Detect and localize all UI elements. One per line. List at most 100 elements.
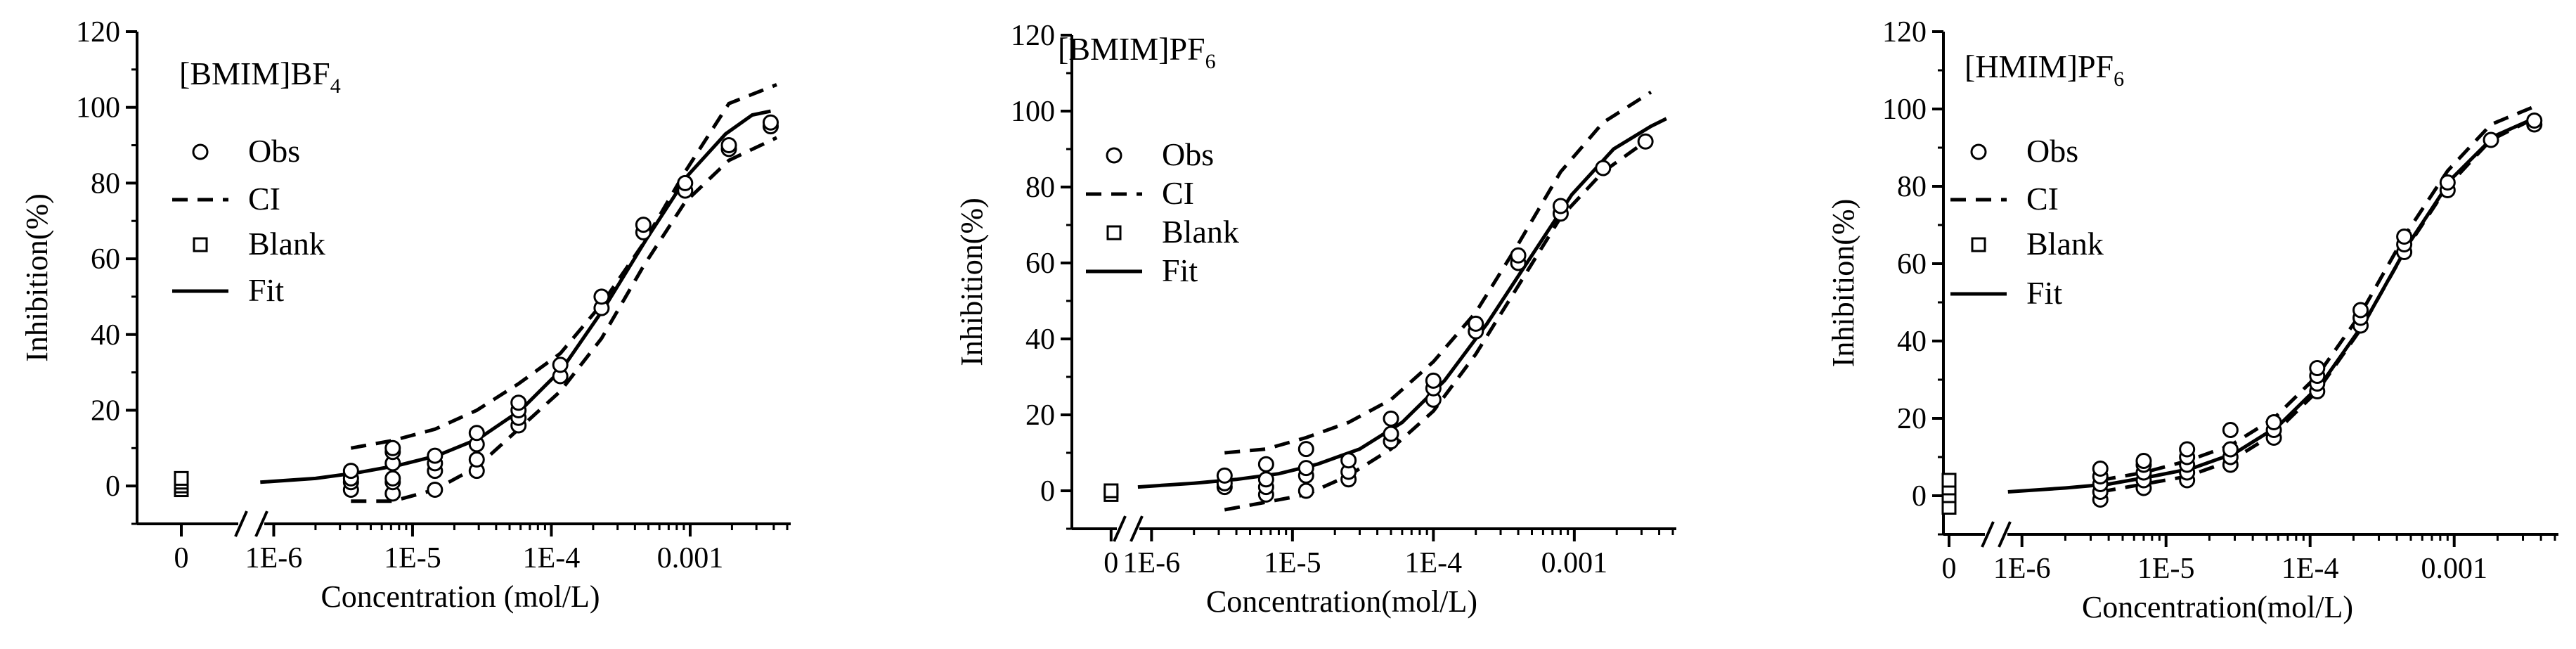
- obs-point: [1468, 315, 1484, 332]
- x-tick-label: 0: [174, 542, 189, 574]
- x-tick-label: 0.001: [1541, 547, 1608, 579]
- legend-label: Blank: [2026, 226, 2104, 262]
- legend-label: Fit: [248, 272, 284, 308]
- obs-point: [1257, 456, 1274, 473]
- y-axis-title: Inhibition(%): [954, 198, 989, 366]
- y-tick-label: 60: [91, 243, 120, 276]
- legend-blank-marker: [1971, 237, 1986, 252]
- x-tick-label: 0.001: [657, 542, 724, 574]
- obs-point: [1595, 160, 1612, 176]
- obs-point: [1297, 482, 1314, 499]
- y-tick-label: 0: [105, 470, 120, 503]
- blank-point: [1941, 473, 1957, 488]
- obs-point: [2092, 461, 2109, 477]
- fit-line: [260, 109, 772, 484]
- obs-point: [720, 137, 737, 154]
- legend-label: CI: [1162, 175, 1194, 211]
- panel-title-subscript: 4: [330, 75, 341, 98]
- obs-point: [762, 114, 779, 131]
- axis-break-mark: [1130, 515, 1144, 542]
- x-tick-label: 0: [1103, 547, 1118, 579]
- x-tick-label: 1E-4: [2281, 553, 2339, 585]
- obs-point: [2222, 422, 2239, 438]
- obs-point: [635, 217, 652, 233]
- x-axis-title: Concentration (mol/L): [321, 579, 600, 614]
- axis-break-mark: [234, 510, 248, 537]
- x-axis-title: Concentration(mol/L): [2082, 590, 2353, 624]
- y-tick-label: 100: [76, 92, 120, 124]
- legend-label: Obs: [2026, 133, 2078, 169]
- obs-point: [384, 470, 401, 487]
- obs-point: [2352, 302, 2369, 319]
- y-tick-label: 80: [1897, 171, 1927, 203]
- obs-point: [342, 463, 359, 480]
- legend-blank-marker: [1106, 225, 1122, 240]
- y-tick-label: 40: [1025, 323, 1055, 356]
- x-tick-label: 1E-6: [1993, 553, 2051, 585]
- legend-label: CI: [2026, 181, 2059, 217]
- x-axis-title: Concentration(mol/L): [1206, 584, 1477, 619]
- obs-point: [2222, 441, 2239, 458]
- y-tick-label: 0: [1040, 475, 1055, 508]
- x-tick-label: 0: [1942, 553, 1957, 585]
- ci-line: [351, 136, 778, 503]
- y-tick-label: 120: [1882, 16, 1927, 49]
- obs-point: [2179, 441, 2196, 458]
- y-tick-label: 120: [76, 16, 120, 49]
- y-tick-label: 60: [1025, 248, 1055, 280]
- panel-title: [BMIM]PF6: [1058, 31, 1216, 73]
- y-tick-label: 20: [1025, 399, 1055, 432]
- obs-point: [1297, 460, 1314, 477]
- y-tick-label: 20: [1897, 403, 1927, 435]
- x-tick-label: 0.001: [2421, 553, 2487, 585]
- x-tick-label: 1E-5: [2137, 553, 2195, 585]
- obs-point: [510, 394, 527, 411]
- legend-obs-marker: [1106, 147, 1122, 164]
- chart-panel-1: 0 20 40 60 80 100 120 0 1E-6 1E-5 1E-4 0.001 Concent…: [20, 16, 791, 614]
- obs-point: [2309, 360, 2326, 376]
- x-tick-label: 1E-5: [1264, 547, 1321, 579]
- x-tick-label: 1E-6: [1123, 547, 1181, 579]
- chart-panel-3: 0 20 40 60 80 100 120 0 1E-6 1E-5 1E-4 0.001 Concent…: [1826, 16, 2558, 624]
- obs-point: [384, 439, 401, 456]
- obs-point: [1340, 452, 1357, 469]
- obs-point: [2526, 113, 2543, 129]
- y-axis-title: Inhibition(%): [1826, 199, 1860, 368]
- y-tick-label: 80: [1025, 172, 1055, 204]
- obs-point: [1425, 372, 1442, 389]
- panel-title: [BMIM]BF4: [179, 56, 341, 98]
- y-tick-label: 60: [1897, 248, 1927, 281]
- obs-point: [1297, 441, 1314, 458]
- legend-label: CI: [248, 181, 280, 217]
- obs-point: [1637, 133, 1654, 150]
- legend-obs-marker: [192, 143, 209, 160]
- legend-label: Blank: [1162, 214, 1239, 250]
- obs-point: [593, 288, 610, 305]
- fit-line: [1137, 117, 1667, 489]
- obs-point: [427, 447, 444, 464]
- obs-point: [1257, 471, 1274, 488]
- y-tick-label: 20: [91, 394, 120, 427]
- obs-point: [2439, 174, 2456, 191]
- ci-line: [2099, 115, 2539, 494]
- axis-break-mark: [1113, 515, 1127, 542]
- obs-point: [2265, 414, 2282, 430]
- legend-label: Fit: [2026, 275, 2062, 311]
- ci-line: [1224, 136, 1652, 512]
- panel-title-subscript: 6: [2114, 68, 2124, 91]
- panel-title-subscript: 6: [1205, 50, 1216, 73]
- obs-point: [1383, 425, 1399, 442]
- legend-label: Fit: [1162, 252, 1198, 288]
- y-axis-title: Inhibition(%): [20, 193, 54, 362]
- axis-break-mark: [254, 510, 268, 537]
- y-tick-label: 0: [1912, 480, 1927, 513]
- y-tick-label: 40: [91, 319, 120, 352]
- obs-point: [2483, 131, 2499, 148]
- ci-line: [350, 83, 777, 450]
- ci-line: [1224, 90, 1652, 455]
- axis-break-mark: [1998, 521, 2012, 548]
- y-tick-label: 80: [91, 167, 120, 200]
- obs-point: [2135, 453, 2152, 469]
